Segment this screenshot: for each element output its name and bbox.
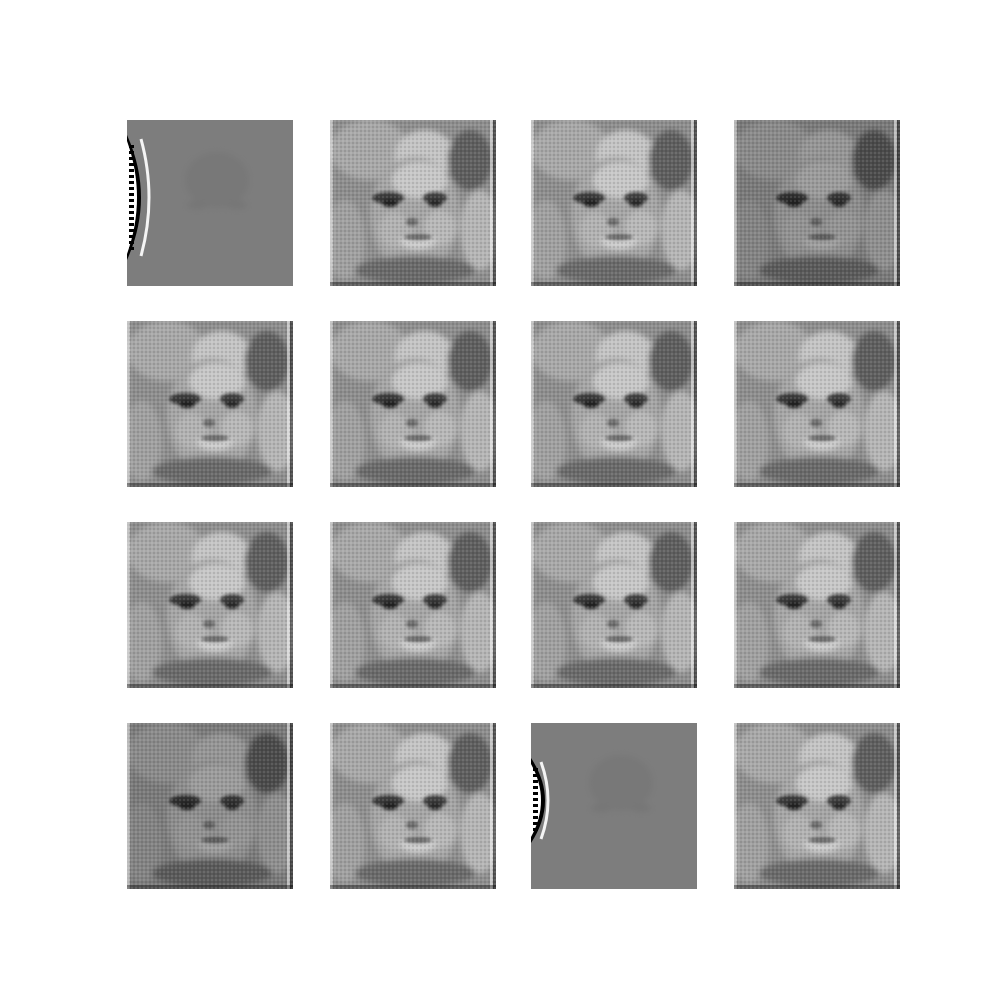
generated-face-sample-13 [127,723,293,889]
generated-face-sample-7 [531,321,697,487]
sample-image-12 [734,522,900,688]
sample-image-1 [127,120,293,286]
sample-image-13 [127,723,293,889]
generated-face-sample-12 [734,522,900,688]
sample-image-14 [330,723,496,889]
generated-face-sample-10 [330,522,496,688]
sample-image-9 [127,522,293,688]
sample-image-2 [330,120,496,286]
generated-face-sample-5 [127,321,293,487]
generated-face-sample-15 [531,723,697,889]
sample-image-15 [531,723,697,889]
generated-face-sample-1 [127,120,293,286]
generated-face-sample-16 [734,723,900,889]
generated-face-sample-2 [330,120,496,286]
generated-face-sample-11 [531,522,697,688]
generated-face-sample-3 [531,120,697,286]
sample-image-5 [127,321,293,487]
generated-face-sample-14 [330,723,496,889]
sample-image-10 [330,522,496,688]
generated-face-sample-8 [734,321,900,487]
sample-image-6 [330,321,496,487]
sample-image-7 [531,321,697,487]
sample-image-16 [734,723,900,889]
generated-face-sample-6 [330,321,496,487]
sample-image-3 [531,120,697,286]
sample-image-8 [734,321,900,487]
sample-image-11 [531,522,697,688]
generated-face-sample-9 [127,522,293,688]
sample-image-4 [734,120,900,286]
generated-face-sample-4 [734,120,900,286]
